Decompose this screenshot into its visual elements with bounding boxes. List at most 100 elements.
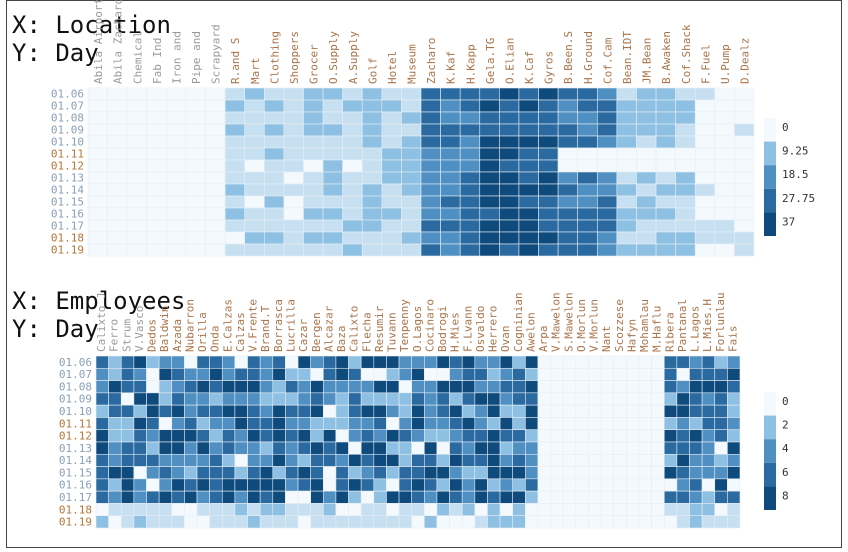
heatmap-cell [474, 429, 488, 443]
heatmap-cell [196, 466, 210, 480]
heatmap-cell [133, 355, 147, 369]
heatmap-cell [525, 417, 539, 431]
heatmap-cell [714, 171, 735, 185]
heatmap-cell [689, 404, 703, 418]
heatmap-cell [108, 417, 122, 431]
heatmap-cell [636, 123, 657, 137]
heatmap-cell [361, 99, 383, 113]
heatmap-cell [499, 503, 514, 517]
heatmap-cell [557, 147, 579, 161]
heatmap-cell [166, 123, 187, 137]
heatmap-cell [626, 490, 640, 504]
heatmap-cell [525, 355, 539, 369]
heatmap-cell [714, 195, 735, 209]
heatmap-cell [537, 515, 551, 529]
heatmap-cell [694, 207, 716, 221]
heatmap-cell [95, 478, 109, 492]
heatmap-cell [263, 183, 285, 197]
heatmap-cell [479, 219, 500, 233]
heatmap-cell [675, 195, 696, 209]
heatmap-cell [348, 417, 362, 431]
heatmap-cell [714, 183, 735, 197]
heatmap-cell [727, 355, 741, 369]
heatmap-cell [310, 429, 324, 443]
heatmap-cell [107, 243, 128, 257]
heatmap-cell [335, 380, 349, 394]
heatmap-cell [638, 515, 652, 529]
heatmap-cell [386, 478, 400, 492]
column-label: Gela.TG [484, 38, 497, 84]
heatmap-cell [303, 231, 324, 245]
column-label: Dedos [146, 319, 159, 352]
heatmap-cell [120, 466, 135, 480]
heatmap-cell [420, 99, 441, 113]
heatmap-cell [146, 135, 167, 149]
legend-tick: 2 [782, 419, 789, 432]
heatmap-cell [557, 87, 579, 101]
heatmap-cell [651, 417, 665, 431]
heatmap-cell [221, 478, 236, 492]
heatmap-cell [360, 392, 375, 406]
heatmap-cell [518, 123, 539, 137]
heatmap-cell [310, 490, 324, 504]
heatmap-cell [126, 135, 148, 149]
heatmap-cell [322, 441, 337, 455]
heatmap-cell [538, 147, 559, 161]
heatmap-cell [108, 355, 122, 369]
heatmap-cell [272, 490, 286, 504]
heatmap-cell [184, 478, 198, 492]
heatmap-cell [283, 171, 304, 185]
heatmap-cell [184, 380, 198, 394]
heatmap-cell [518, 99, 539, 113]
column-label: V.Frente [247, 299, 260, 352]
heatmap-cell [588, 503, 602, 517]
heatmap-cell [734, 219, 755, 233]
heatmap-cell [221, 515, 236, 529]
heatmap-cell [224, 135, 246, 149]
heatmap-cell [401, 207, 422, 221]
heatmap-cell [626, 429, 640, 443]
heatmap-cell [348, 453, 362, 467]
heatmap-cell [322, 429, 337, 443]
heatmap-cell [234, 429, 248, 443]
heatmap-cell [499, 490, 514, 504]
heatmap-cell [244, 183, 265, 197]
heatmap-cell [234, 453, 248, 467]
heatmap-cell [636, 135, 657, 149]
heatmap-cell [651, 392, 665, 406]
heatmap-cell [360, 515, 375, 529]
heatmap-cell [525, 503, 539, 517]
heatmap-cell [512, 515, 526, 529]
heatmap-cell [663, 392, 678, 406]
heatmap-cell [386, 515, 400, 529]
heatmap-cell [694, 99, 716, 113]
heatmap-cell [694, 183, 716, 197]
heatmap-cell [348, 503, 362, 517]
column-label: V.Vasco [133, 306, 146, 352]
heatmap-cell [575, 392, 589, 406]
day-label: 01.19 [59, 516, 92, 529]
heatmap-cell [694, 195, 716, 209]
heatmap-cell [297, 490, 311, 504]
heatmap-cell [381, 123, 402, 137]
column-label: R.and S [229, 38, 242, 84]
heatmap-cell [436, 515, 450, 529]
heatmap-cell [701, 417, 716, 431]
heatmap-cell [689, 417, 703, 431]
heatmap-cell [224, 147, 246, 161]
heatmap-cell [626, 417, 640, 431]
column-label: Flecha [360, 312, 373, 352]
column-label: Iron and [170, 31, 183, 84]
heatmap-cell [424, 429, 438, 443]
heatmap-cell [411, 367, 425, 381]
column-label: Mohamlau [638, 299, 651, 352]
heatmap-cell [171, 429, 185, 443]
heatmap-cell [562, 380, 577, 394]
heatmap-cell [166, 159, 187, 173]
heatmap-cell [479, 207, 500, 221]
heatmap-cell [663, 490, 678, 504]
column-label: Museum [406, 44, 419, 84]
heatmap-cell [550, 490, 564, 504]
legend-swatch [764, 392, 776, 416]
heatmap-cell [146, 490, 160, 504]
